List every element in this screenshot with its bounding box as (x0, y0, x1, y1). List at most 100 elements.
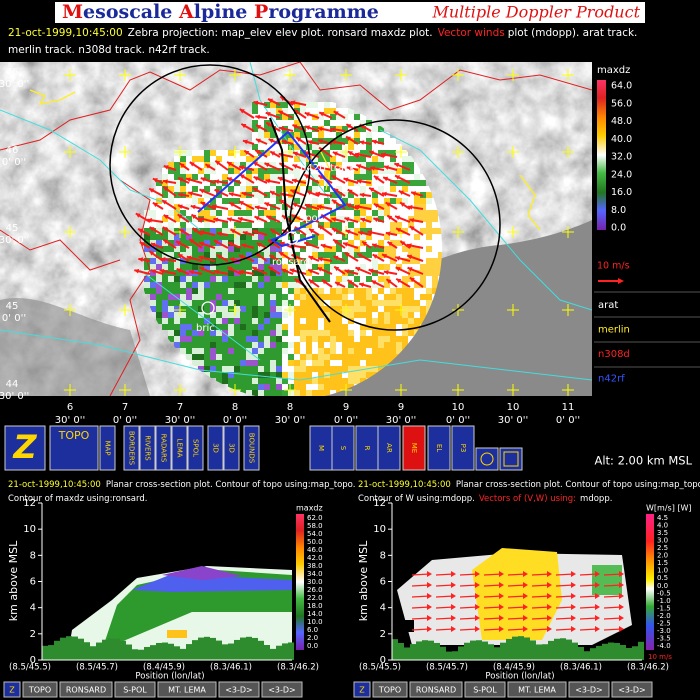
panel-button[interactable] (59, 681, 113, 698)
radar-cell (384, 210, 390, 216)
radar-cell (294, 180, 300, 186)
panel-button[interactable] (3, 681, 21, 698)
tool-button[interactable] (223, 425, 240, 471)
panel-button[interactable] (611, 681, 653, 698)
radar-cell (270, 384, 276, 390)
radar-cell (252, 330, 258, 336)
radar-cell (354, 138, 360, 144)
radar-cell (300, 384, 306, 390)
wind-head (149, 188, 155, 193)
radar-cell (306, 390, 312, 396)
panel-button[interactable] (218, 681, 260, 698)
radar-cell (300, 240, 306, 246)
section-head (475, 571, 480, 577)
tool-button[interactable] (451, 425, 475, 471)
radar-cell (402, 234, 408, 240)
radar-cell (330, 234, 336, 240)
radar-cell (396, 300, 402, 306)
wind-head (357, 253, 363, 258)
tool-button[interactable] (402, 425, 426, 471)
radar-cell (174, 246, 180, 252)
radar-cell (252, 144, 258, 150)
tool-button[interactable] (377, 425, 401, 471)
radar-cell (366, 348, 372, 354)
colorbar-tick: 16.0 (611, 187, 632, 198)
radar-cell (336, 234, 342, 240)
panel-button[interactable] (372, 681, 408, 698)
radar-cell (300, 276, 306, 282)
tool-button[interactable] (243, 425, 260, 471)
radar-cell (252, 306, 258, 312)
border (0, 62, 301, 151)
tool-button[interactable] (171, 425, 188, 471)
radar-cell (168, 282, 174, 288)
y-tick-label: 2 (30, 629, 36, 640)
radar-cell (438, 252, 442, 258)
panel-button[interactable] (22, 681, 58, 698)
tool-button[interactable] (155, 425, 172, 471)
panel-button[interactable] (464, 681, 506, 698)
radar-cell (186, 162, 192, 168)
panel-button[interactable] (507, 681, 567, 698)
panel-button[interactable] (353, 681, 371, 698)
wind-head (163, 239, 169, 245)
radar-cell (282, 384, 288, 390)
radar-cell (150, 222, 156, 228)
radar-cell (234, 210, 240, 216)
radar-cell (372, 270, 378, 276)
radar-cell (348, 234, 354, 240)
tool-button[interactable] (123, 425, 140, 471)
colorbar-tick: 56.0 (611, 98, 632, 109)
radar-cell (264, 330, 270, 336)
tool-button[interactable] (475, 447, 499, 471)
radar-cell (384, 198, 390, 204)
radar-cell (222, 294, 228, 300)
wind-head (178, 254, 184, 259)
panel-button[interactable] (409, 681, 463, 698)
panel-button[interactable] (261, 681, 303, 698)
radar-cell (204, 168, 210, 174)
radar-cell (324, 390, 330, 396)
tool-button[interactable] (99, 425, 116, 471)
tool-button[interactable] (139, 425, 156, 471)
radar-cell (288, 348, 294, 354)
topography (228, 643, 234, 660)
radar-cell (216, 162, 222, 168)
radar-cell (270, 390, 276, 396)
radar-cell (234, 378, 240, 384)
panel-button[interactable] (157, 681, 217, 698)
radar-cell (324, 132, 330, 138)
radar-cell (312, 360, 318, 366)
tool-button[interactable] (427, 425, 451, 471)
section-head (619, 626, 624, 632)
radar-cell (384, 294, 390, 300)
tool-button[interactable] (499, 447, 523, 471)
radar-cell (414, 216, 420, 222)
radar-cell (330, 120, 336, 126)
radar-cell (192, 312, 198, 318)
radar-cell (174, 294, 180, 300)
radar-cell (198, 366, 204, 372)
radar-cell (276, 306, 282, 312)
radar-cell (216, 174, 222, 180)
radar-cell (282, 324, 288, 330)
tool-button[interactable] (331, 425, 355, 471)
tool-button[interactable] (49, 425, 99, 471)
panel-button-label: TOPO (378, 686, 401, 695)
panel-button[interactable] (114, 681, 156, 698)
radar-cell (432, 216, 438, 222)
panel-button[interactable] (568, 681, 610, 698)
x-tick-label: (8.5/45.7) (426, 663, 468, 673)
radar-cell (426, 222, 432, 228)
wind-head (308, 279, 314, 284)
tool-button[interactable] (187, 425, 204, 471)
radar-cell (390, 210, 396, 216)
tool-button[interactable] (4, 425, 46, 471)
wind-head (318, 225, 324, 230)
radar-cell (276, 384, 282, 390)
wind-head (189, 269, 194, 275)
tool-button[interactable] (207, 425, 224, 471)
radar-cell (246, 378, 252, 384)
radar-cell (210, 354, 216, 360)
